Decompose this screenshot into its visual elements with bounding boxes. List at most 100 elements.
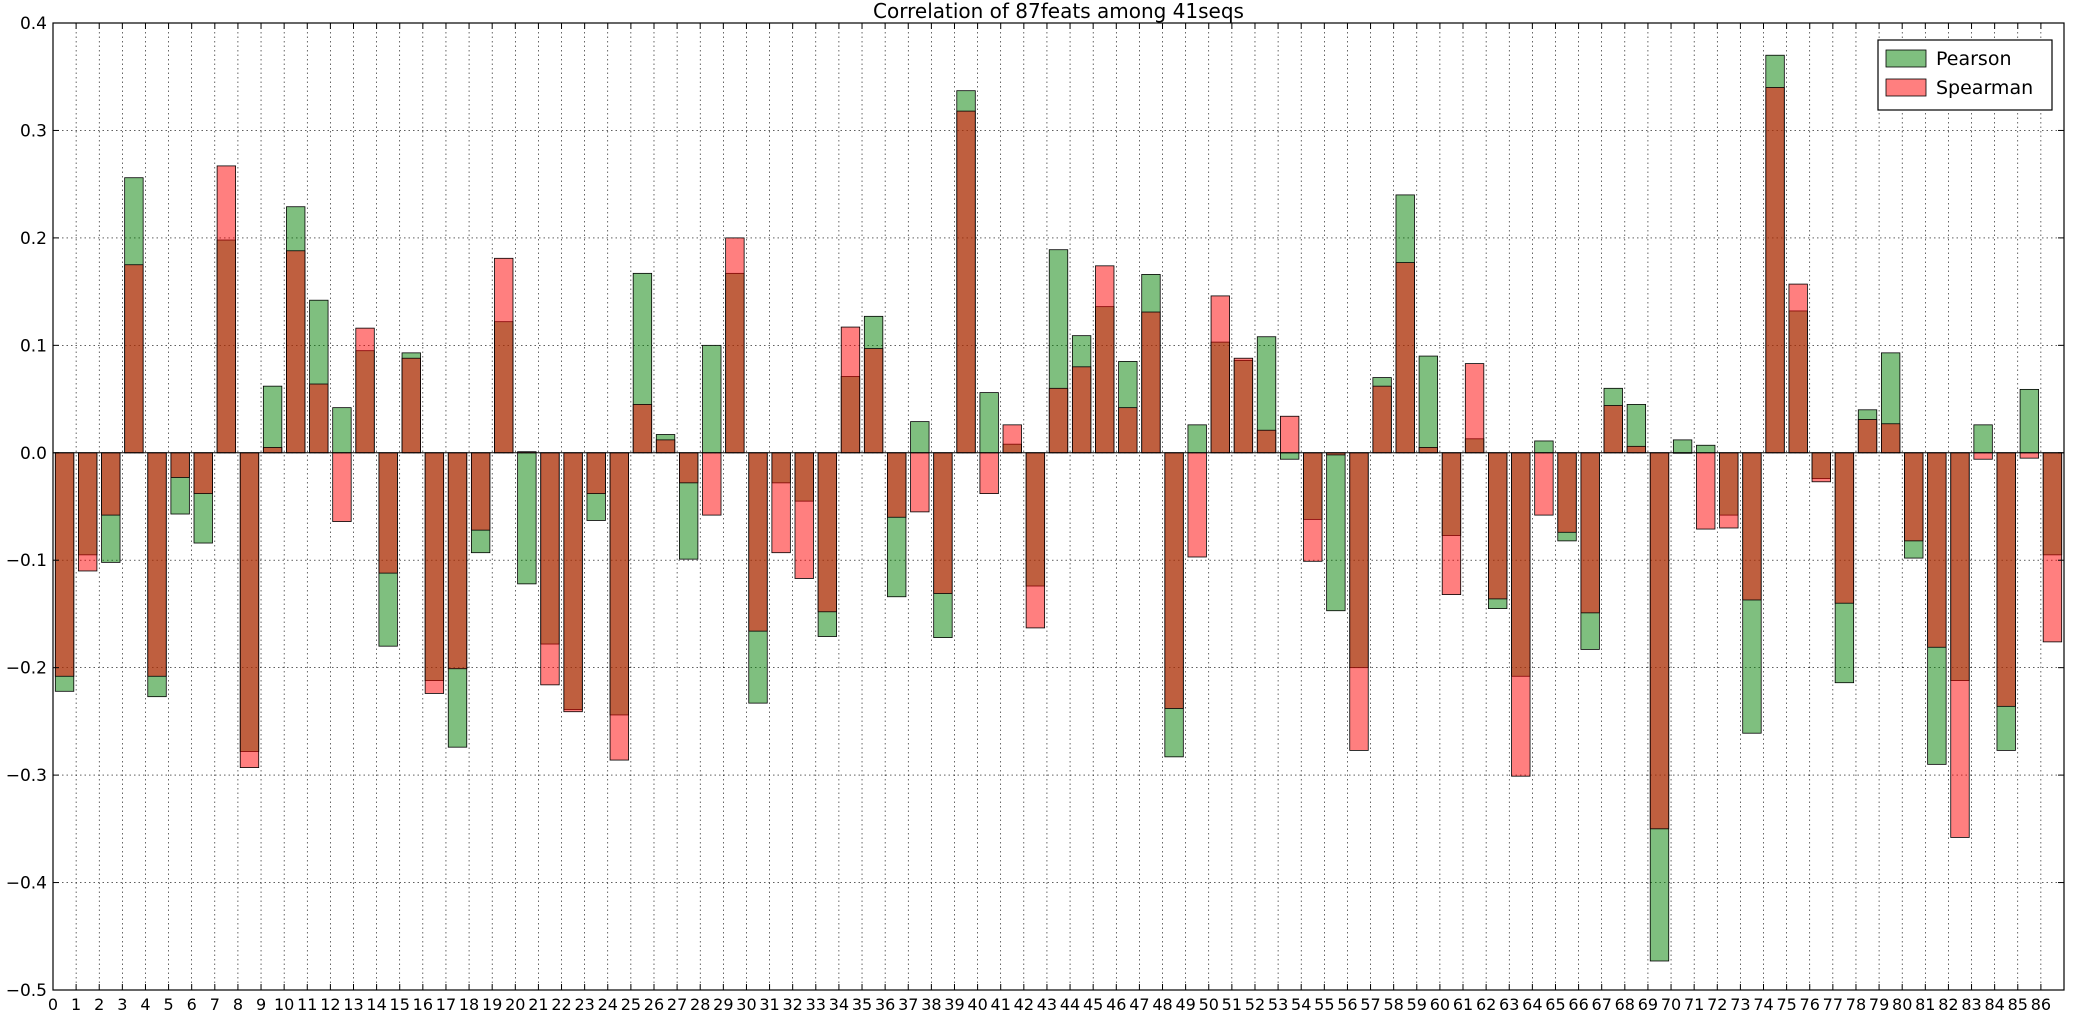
bar-spearman-64[interactable] [1534, 452, 1554, 516]
bar-pearson-37[interactable] [910, 421, 930, 454]
bar-spearman-80[interactable] [1904, 452, 1924, 542]
bar-spearman-42[interactable] [1025, 452, 1046, 629]
bar-spearman-4[interactable] [147, 452, 167, 677]
bar-spearman-78[interactable] [1857, 419, 1878, 454]
bar-spearman-18[interactable] [470, 452, 491, 531]
bar-spearman-28[interactable] [702, 452, 722, 516]
bar-pearson-12[interactable] [332, 407, 352, 454]
bar-spearman-49[interactable] [1187, 452, 1207, 558]
bar-pearson-59[interactable] [1418, 355, 1438, 454]
bar-spearman-24[interactable] [609, 452, 629, 761]
bar-pearson-9[interactable] [262, 385, 283, 454]
bar-spearman-14[interactable] [378, 452, 398, 574]
bar-spearman-75[interactable] [1788, 283, 1808, 454]
bar-spearman-39[interactable] [956, 110, 976, 454]
bar-spearman-65[interactable] [1557, 452, 1577, 533]
bar-spearman-15[interactable] [401, 357, 421, 454]
bar-spearman-84[interactable] [1996, 452, 2016, 707]
bar-spearman-71[interactable] [1696, 452, 1716, 530]
bar-pearson-71[interactable] [1696, 444, 1716, 454]
bar-spearman-83[interactable] [1973, 452, 1993, 460]
bar-spearman-5[interactable] [170, 452, 190, 478]
bar-spearman-7[interactable] [216, 165, 237, 454]
bar-pearson-49[interactable] [1187, 424, 1207, 454]
bar-spearman-61[interactable] [1464, 363, 1485, 454]
bar-spearman-74[interactable] [1765, 87, 1785, 454]
bar-spearman-79[interactable] [1880, 423, 1901, 454]
bar-spearman-36[interactable] [887, 452, 907, 518]
bar-spearman-73[interactable] [1742, 452, 1762, 601]
bar-spearman-11[interactable] [309, 383, 329, 454]
bar-spearman-0[interactable] [54, 452, 75, 677]
bar-pearson-68[interactable] [1626, 404, 1647, 454]
bar-pearson-83[interactable] [1973, 424, 1993, 454]
bar-spearman-17[interactable] [447, 452, 468, 670]
bar-spearman-1[interactable] [78, 452, 98, 572]
bar-spearman-16[interactable] [424, 452, 445, 694]
bar-spearman-2[interactable] [101, 452, 121, 516]
bar-spearman-35[interactable] [863, 348, 884, 454]
bar-spearman-81[interactable] [1927, 452, 1947, 648]
bar-spearman-27[interactable] [679, 452, 699, 484]
bar-spearman-72[interactable] [1719, 452, 1739, 529]
bar-spearman-77[interactable] [1834, 452, 1855, 604]
bar-pearson-20[interactable] [517, 452, 537, 585]
bar-spearman-69[interactable] [1649, 452, 1670, 830]
bar-spearman-19[interactable] [494, 257, 514, 454]
bar-spearman-62[interactable] [1488, 452, 1508, 600]
bar-spearman-57[interactable] [1372, 385, 1392, 454]
bar-pearson-53[interactable] [1280, 452, 1300, 460]
legend[interactable]: Pearson Spearman [1877, 39, 2053, 111]
bar-spearman-21[interactable] [540, 452, 560, 686]
bar-spearman-29[interactable] [725, 237, 745, 454]
bar-spearman-9[interactable] [262, 447, 283, 454]
bar-spearman-44[interactable] [1071, 366, 1092, 454]
bar-spearman-50[interactable] [1210, 295, 1230, 454]
bar-spearman-10[interactable] [286, 250, 306, 454]
bar-spearman-54[interactable] [1303, 452, 1323, 562]
bar-spearman-22[interactable] [563, 452, 583, 713]
bar-spearman-60[interactable] [1441, 452, 1462, 596]
bar-spearman-13[interactable] [355, 327, 375, 454]
bar-spearman-85[interactable] [2019, 452, 2039, 459]
bar-spearman-3[interactable] [124, 264, 144, 454]
bar-spearman-63[interactable] [1511, 452, 1531, 777]
bar-spearman-43[interactable] [1048, 387, 1069, 454]
bar-spearman-45[interactable] [1095, 265, 1115, 454]
bar-spearman-6[interactable] [193, 452, 213, 495]
bar-spearman-47[interactable] [1141, 311, 1161, 454]
bar-pearson-28[interactable] [702, 344, 722, 454]
bar-pearson-40[interactable] [979, 392, 999, 454]
bar-spearman-56[interactable] [1349, 452, 1369, 751]
bar-spearman-40[interactable] [979, 452, 999, 495]
bar-spearman-26[interactable] [655, 439, 676, 454]
bar-spearman-23[interactable] [586, 452, 606, 495]
bar-spearman-38[interactable] [933, 452, 953, 594]
bar-spearman-32[interactable] [794, 452, 814, 579]
bar-pearson-55[interactable] [1326, 452, 1346, 612]
bar-spearman-66[interactable] [1580, 452, 1600, 614]
bar-spearman-33[interactable] [817, 452, 837, 613]
bar-spearman-41[interactable] [1002, 424, 1022, 454]
bar-spearman-8[interactable] [239, 452, 260, 768]
bar-spearman-12[interactable] [332, 452, 352, 522]
bar-spearman-59[interactable] [1418, 447, 1438, 454]
bar-spearman-82[interactable] [1950, 452, 1970, 838]
bar-spearman-53[interactable] [1280, 415, 1300, 454]
bar-spearman-31[interactable] [771, 452, 791, 554]
bar-spearman-58[interactable] [1395, 262, 1415, 454]
bar-pearson-85[interactable] [2019, 388, 2039, 454]
bar-pearson-64[interactable] [1534, 440, 1554, 454]
bar-spearman-68[interactable] [1626, 445, 1647, 454]
bar-spearman-37[interactable] [910, 452, 930, 513]
bar-spearman-76[interactable] [1811, 452, 1831, 483]
bar-spearman-48[interactable] [1164, 452, 1184, 709]
bar-spearman-46[interactable] [1118, 407, 1138, 454]
bar-spearman-25[interactable] [632, 404, 653, 454]
bar-spearman-86[interactable] [2042, 452, 2063, 643]
bar-pearson-70[interactable] [1672, 439, 1693, 454]
bar-spearman-67[interactable] [1603, 405, 1623, 454]
bar-spearman-34[interactable] [840, 326, 861, 454]
bar-spearman-30[interactable] [748, 452, 768, 632]
bar-spearman-51[interactable] [1233, 357, 1254, 454]
